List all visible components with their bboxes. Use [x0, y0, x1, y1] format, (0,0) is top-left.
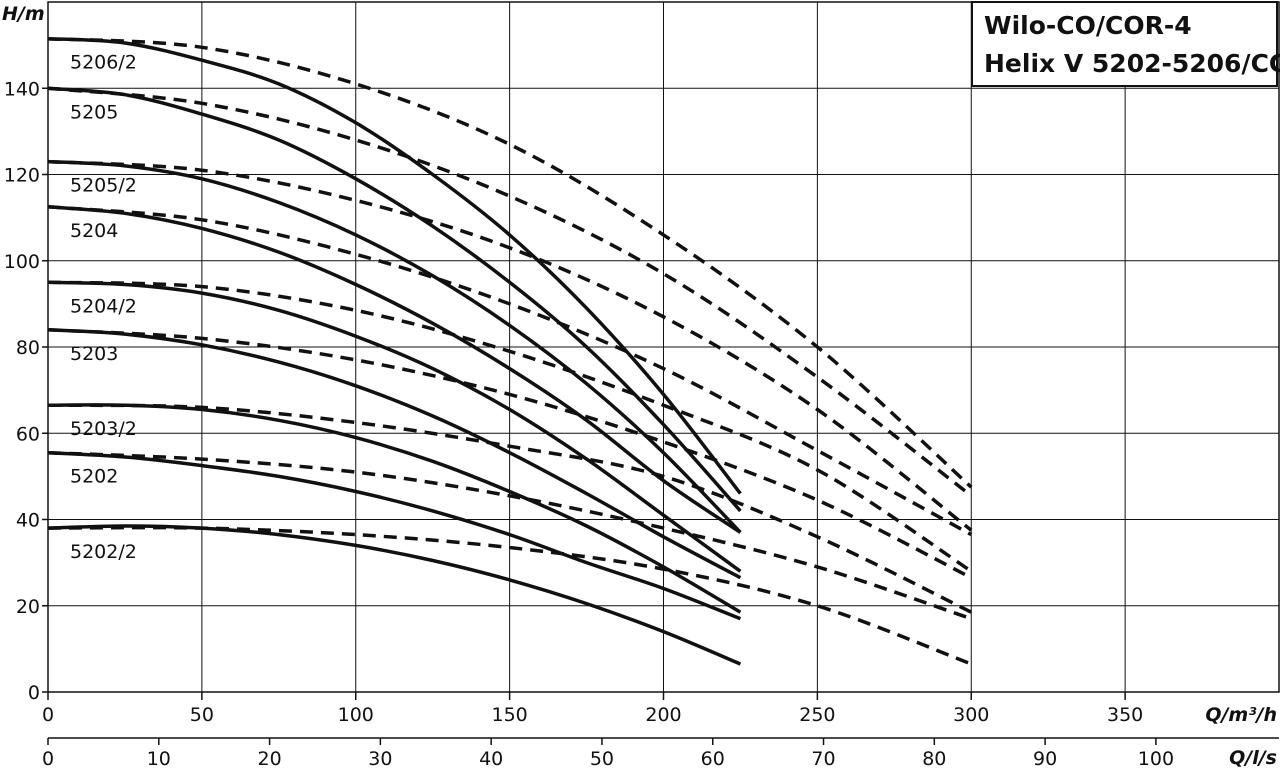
curve-solid-5205	[47, 86, 742, 513]
curve-dashed-5204-2	[47, 280, 973, 573]
x2-tick-label: 40	[479, 748, 503, 770]
x-tick-label: 150	[491, 704, 527, 726]
axes: 0 50 100 150 200 250 300 350 0 20 40 60 80 100 120 140 0…	[4, 78, 1279, 770]
series-label-5202-2: 5202/2	[70, 541, 137, 563]
y-axis-title: H/m	[2, 3, 45, 25]
x2-tick-label: 100	[1138, 748, 1174, 770]
curve-dashed-5204	[47, 205, 973, 537]
y-tick-label: 60	[16, 423, 40, 445]
series-label-5203-2: 5203/2	[70, 418, 137, 440]
curve-dashed-5203	[47, 328, 973, 580]
x-tick-label: 50	[190, 704, 214, 726]
curve-dashed-5202	[47, 450, 972, 621]
series-label-5204-2: 5204/2	[70, 295, 137, 317]
title-box-frame	[971, 1, 1278, 87]
x2-tick-label: 30	[368, 748, 392, 770]
title-line-2: Helix V 5202-5206/CC	[984, 49, 1280, 78]
y-tick-label: 140	[4, 78, 40, 100]
curve-solid-5204	[47, 205, 742, 534]
x2-tick-label: 20	[257, 748, 281, 770]
y-tick-label: 100	[4, 251, 40, 273]
series-label-5205-2: 5205/2	[70, 175, 137, 197]
x2-tick-label: 0	[42, 748, 54, 770]
x-axis-title: Q/m³/h	[1205, 704, 1277, 726]
curve-solid-5204-2	[47, 280, 742, 573]
title-box: Wilo-CO/COR-4 Helix V 5202-5206/CC	[971, 1, 1280, 87]
x-tick-label: 350	[1107, 704, 1143, 726]
x-tick-label: 200	[645, 704, 681, 726]
series-label-5206-2: 5206/2	[70, 52, 137, 74]
series-label-5203: 5203	[70, 343, 118, 365]
curve-solid-5206-2	[47, 36, 742, 495]
x2-tick-label: 70	[811, 748, 835, 770]
x-tick-label: 250	[799, 704, 835, 726]
curve-solid-5202-2	[47, 524, 742, 666]
curve-dashed-5202-2	[47, 525, 972, 666]
x-tick-label: 0	[42, 704, 54, 726]
title-line-1: Wilo-CO/COR-4	[984, 11, 1192, 40]
x2-tick-label: 90	[1033, 748, 1057, 770]
x2-tick-label: 50	[590, 748, 614, 770]
x-tick-label: 300	[953, 704, 989, 726]
series-label-5204: 5204	[70, 220, 118, 242]
x2-tick-label: 10	[147, 748, 171, 770]
y-tick-label: 0	[28, 682, 40, 704]
x-tick-label: 100	[338, 704, 374, 726]
y-tick-label: 20	[16, 596, 40, 618]
labels: 5206/2 5205 5205/2 5204 5204/2 5203 5203/2 5202…	[70, 52, 137, 563]
curve-solid-5203-2	[47, 403, 742, 614]
x2-tick-label: 60	[701, 748, 725, 770]
curve-solid-5202	[47, 450, 742, 621]
x2-tick-label: 80	[922, 748, 946, 770]
curve-dashed-5206-2	[47, 36, 973, 489]
y-tick-label: 80	[16, 337, 40, 359]
series-label-5205: 5205	[70, 101, 118, 123]
series-label-5202: 5202	[70, 466, 118, 488]
y-tick-label: 40	[16, 510, 40, 532]
y-tick-label: 120	[4, 165, 40, 187]
curve-solid-5203	[47, 328, 742, 580]
curves	[47, 36, 973, 666]
x2-axis-title: Q/l/s	[1229, 747, 1277, 769]
curve-dashed-5205	[47, 86, 973, 498]
curve-solid-5205-2	[47, 159, 742, 534]
curve-dashed-5205-2	[47, 159, 973, 532]
curve-dashed-5203-2	[47, 403, 973, 614]
